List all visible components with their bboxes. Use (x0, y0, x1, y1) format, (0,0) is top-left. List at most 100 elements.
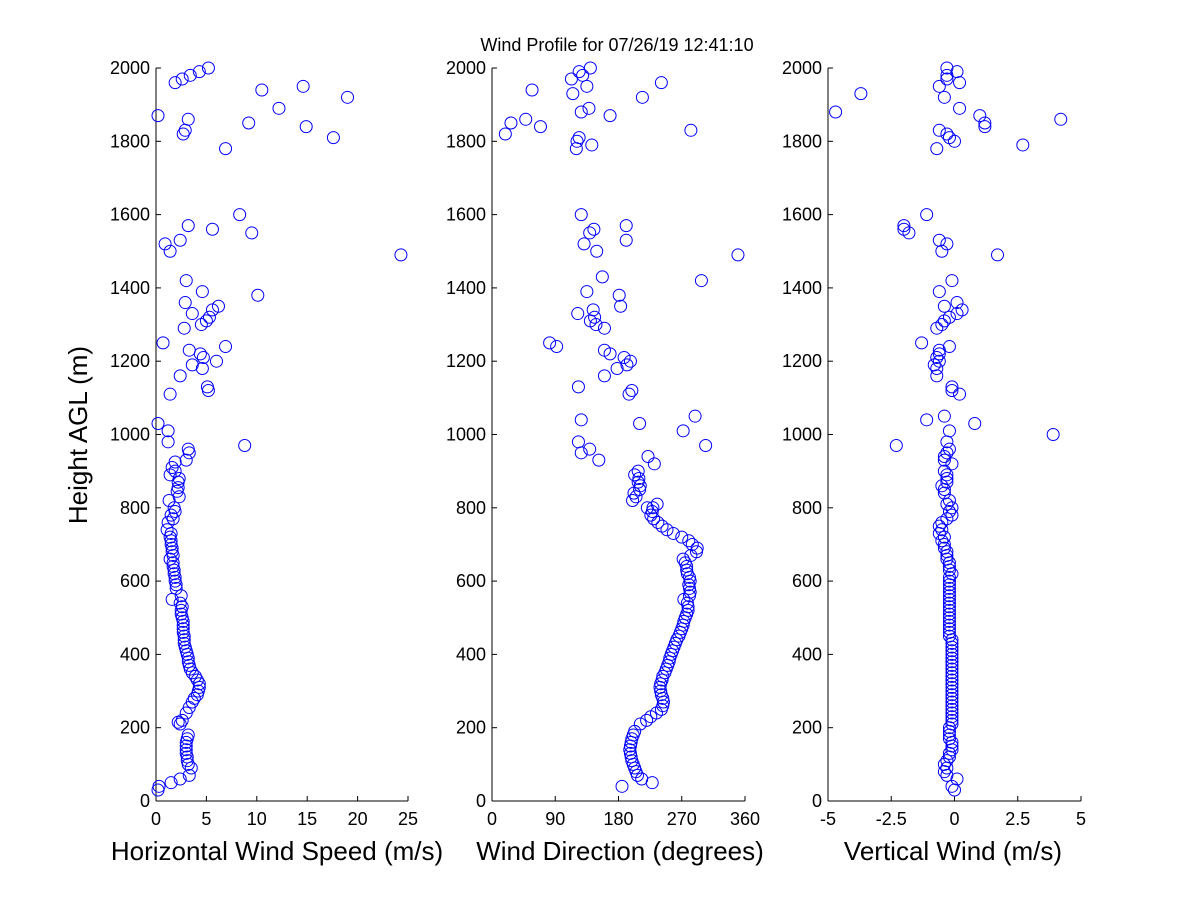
data-point (945, 695, 959, 709)
data-point (940, 237, 954, 251)
data-point (940, 61, 954, 75)
data-point (930, 362, 944, 376)
data-point (168, 76, 182, 90)
data-point (160, 523, 174, 537)
data-point (167, 501, 181, 515)
data-point (187, 691, 201, 705)
y-tick-label: 0 (476, 791, 486, 811)
data-point (597, 369, 611, 383)
data-point (585, 138, 599, 152)
data-point (942, 340, 956, 354)
data-point (525, 83, 539, 97)
data-point (731, 248, 745, 262)
data-point (245, 226, 259, 240)
data-point (550, 340, 564, 354)
data-point (940, 468, 954, 482)
data-point (195, 285, 209, 299)
data-point (932, 285, 946, 299)
data-point (299, 120, 313, 134)
data-point (619, 219, 633, 233)
data-point (690, 541, 704, 555)
data-point (176, 622, 190, 636)
data-point (182, 768, 196, 782)
y-tick-label: 1600 (110, 205, 150, 225)
data-point (937, 409, 951, 423)
y-tick-label: 2000 (446, 58, 486, 78)
data-point (641, 449, 655, 463)
data-point (179, 453, 193, 467)
data-point (238, 438, 252, 452)
y-tick-label: 200 (792, 718, 822, 738)
data-point (172, 471, 186, 485)
data-point (945, 713, 959, 727)
data-point (183, 68, 197, 82)
data-point (991, 248, 1005, 262)
data-point (571, 307, 585, 321)
x-tick-label: 360 (730, 809, 760, 829)
data-point (181, 728, 195, 742)
data-point (935, 534, 949, 548)
data-point (166, 556, 180, 570)
data-point (945, 655, 959, 669)
data-point (676, 424, 690, 438)
data-point (196, 351, 210, 365)
data-point (940, 446, 954, 460)
data-point (498, 127, 512, 141)
data-point (167, 567, 181, 581)
data-point (930, 369, 944, 383)
data-point (942, 585, 956, 599)
data-point (670, 633, 684, 647)
data-point (592, 453, 606, 467)
data-point (564, 72, 578, 86)
data-point (937, 765, 951, 779)
data-point (942, 493, 956, 507)
data-point (945, 457, 959, 471)
y-tick-label: 800 (792, 498, 822, 518)
data-point (940, 127, 954, 141)
y-tick-label: 2000 (110, 58, 150, 78)
data-point (937, 757, 951, 771)
data-point (574, 208, 588, 222)
data-point (942, 607, 956, 621)
data-point (185, 358, 199, 372)
data-point (930, 142, 944, 156)
data-point (173, 717, 187, 731)
y-tick-label: 2000 (782, 58, 822, 78)
data-point (572, 131, 586, 145)
data-point (166, 512, 180, 526)
x-tick-label: 0 (151, 809, 161, 829)
data-point (165, 545, 179, 559)
data-point (394, 248, 408, 262)
data-point (942, 629, 956, 643)
data-point (675, 530, 689, 544)
y-tick-label: 0 (812, 791, 822, 811)
data-point (940, 754, 954, 768)
data-point (615, 779, 629, 793)
data-point (930, 351, 944, 365)
data-point (192, 677, 206, 691)
data-point (945, 651, 959, 665)
y-axis-label: Height AGL (m) (63, 346, 93, 524)
data-point (172, 490, 186, 504)
data-point (519, 112, 533, 126)
x-tick-label: 5 (201, 809, 211, 829)
data-point (953, 101, 967, 115)
data-point (202, 310, 216, 324)
data-point (935, 318, 949, 332)
x-tick-label: 2.5 (1005, 809, 1030, 829)
data-point (152, 779, 166, 793)
data-point (942, 424, 956, 438)
data-point (945, 662, 959, 676)
data-point (945, 680, 959, 694)
data-point (175, 72, 189, 86)
data-point (173, 369, 187, 383)
x-tick-label: 90 (545, 809, 565, 829)
data-point (173, 233, 187, 247)
data-point (945, 647, 959, 661)
data-point (163, 244, 177, 258)
data-point (942, 732, 956, 746)
y-tick-label: 1000 (782, 425, 822, 445)
y-tick-label: 1800 (446, 131, 486, 151)
data-point (164, 537, 178, 551)
data-point (233, 208, 247, 222)
